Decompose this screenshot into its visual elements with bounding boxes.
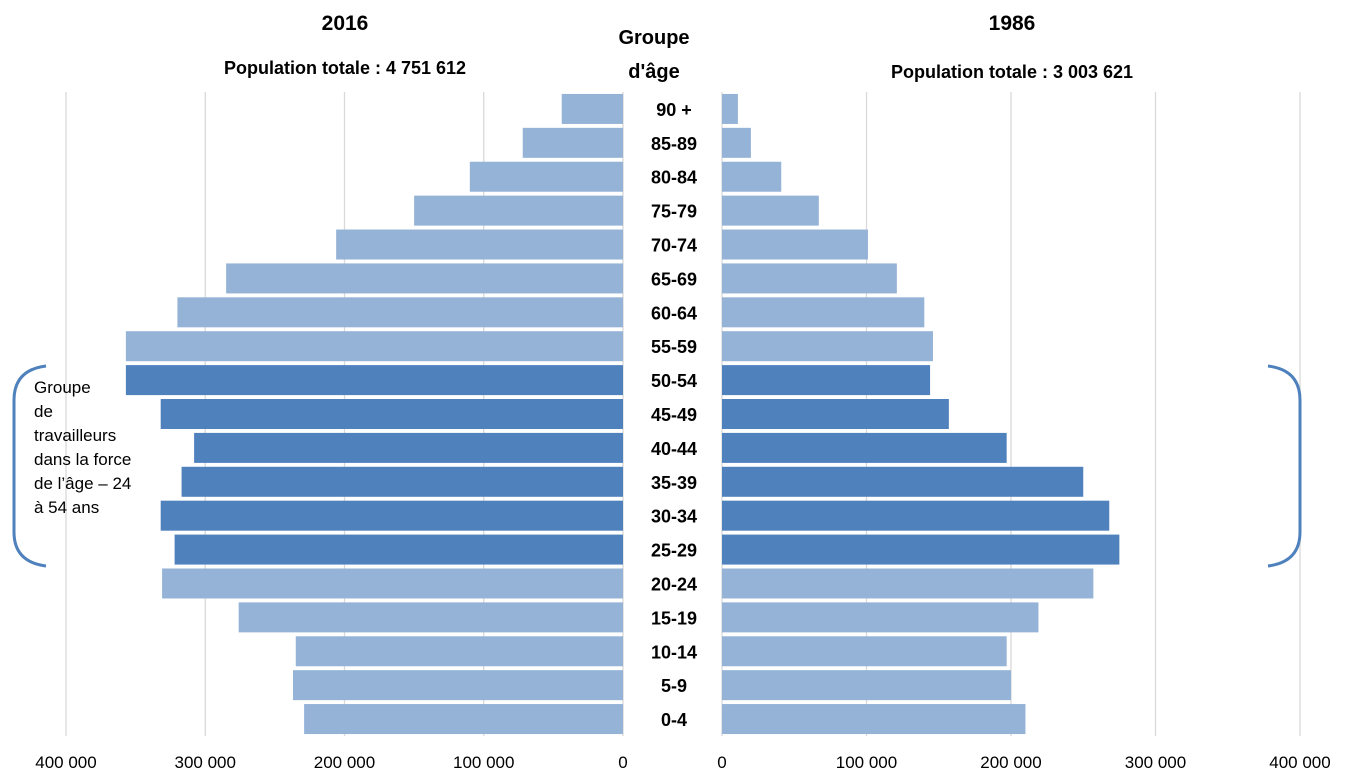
right-bar-30-34	[722, 500, 1110, 531]
right-bar-35-39	[722, 466, 1084, 497]
left-bar-85-89	[522, 127, 623, 158]
left-bar-70-74	[336, 229, 623, 260]
age-group-label: 90 +	[656, 100, 692, 120]
age-group-label: 60-64	[651, 303, 697, 323]
right-bar-75-79	[722, 195, 819, 226]
right-bar-0-4	[722, 704, 1026, 735]
left-bracket	[12, 364, 47, 568]
left-x-tick-label: 0	[618, 753, 627, 772]
annotation-line: à 54 ans	[34, 498, 100, 517]
age-group-label: 10-14	[651, 642, 697, 662]
age-group-label: 75-79	[651, 202, 697, 222]
age-group-label: 30-34	[651, 507, 697, 527]
annotation-line: travailleurs	[34, 426, 117, 445]
left-bar-15-19	[238, 602, 624, 633]
working-age-annotation: Groupe de travailleurs dans la force de …	[34, 376, 174, 520]
left-bar-20-24	[162, 568, 623, 599]
age-group-label: 65-69	[651, 269, 697, 289]
right-bar-20-24	[722, 568, 1094, 599]
left-bar-90	[561, 93, 623, 124]
left-bar-0-4	[304, 704, 623, 735]
right-x-tick-label: 400 000	[1269, 753, 1330, 772]
left-bar-75-79	[414, 195, 623, 226]
right-x-tick-label: 200 000	[980, 753, 1041, 772]
left-bar-80-84	[469, 161, 623, 192]
age-group-label: 20-24	[651, 574, 697, 594]
right-bar-65-69	[722, 263, 897, 294]
age-group-label: 5-9	[661, 676, 687, 696]
left-bar-65-69	[226, 263, 623, 294]
right-bar-80-84	[722, 161, 782, 192]
right-bar-85-89	[722, 127, 751, 158]
left-bar-5-9	[292, 670, 623, 701]
right-chart-title: 1986	[989, 12, 1036, 35]
age-group-label: 35-39	[651, 473, 697, 493]
age-group-label: 15-19	[651, 608, 697, 628]
right-bar-40-44	[722, 432, 1007, 463]
right-x-tick-label: 100 000	[836, 753, 897, 772]
age-group-label: 85-89	[651, 134, 697, 154]
age-group-label: 55-59	[651, 337, 697, 357]
right-bar-50-54	[722, 365, 931, 396]
right-bar-25-29	[722, 534, 1120, 565]
age-group-title-line2: d'âge	[628, 61, 679, 83]
left-bar-45-49	[160, 399, 623, 429]
age-group-label: 40-44	[651, 439, 697, 459]
age-group-label: 25-29	[651, 541, 697, 561]
right-bar-5-9	[722, 670, 1011, 701]
left-chart-subtitle: Population totale : 4 751 612	[224, 58, 466, 78]
age-group-label: 70-74	[651, 236, 697, 256]
age-group-label: 45-49	[651, 405, 697, 425]
annotation-line: de l’âge – 24	[34, 474, 132, 493]
left-x-tick-label: 200 000	[314, 753, 375, 772]
labels: 400 000 300 000 200 000 100 000 0 0 100 000 200…	[35, 100, 1330, 772]
left-bar-55-59	[125, 331, 623, 362]
left-bar-40-44	[194, 432, 624, 463]
right-bar-45-49	[722, 399, 949, 429]
left-bar-35-39	[181, 466, 623, 497]
bars	[125, 93, 1120, 735]
right-bar-15-19	[722, 602, 1039, 633]
right-bar-55-59	[722, 331, 933, 362]
left-bar-25-29	[174, 534, 624, 565]
right-chart-subtitle: Population totale : 3 003 621	[891, 62, 1133, 82]
right-bar-10-14	[722, 636, 1007, 667]
left-bar-50-54	[125, 365, 623, 396]
right-bar-70-74	[722, 229, 868, 260]
right-x-tick-label: 300 000	[1125, 753, 1186, 772]
left-bar-30-34	[160, 500, 623, 531]
left-x-tick-label: 400 000	[35, 753, 96, 772]
age-group-label: 0-4	[661, 710, 687, 730]
right-bar-60-64	[722, 297, 925, 328]
left-chart-title: 2016	[322, 12, 369, 35]
right-bracket	[1267, 364, 1302, 568]
right-x-tick-label: 0	[717, 753, 726, 772]
age-group-title-line1: Groupe	[618, 27, 689, 49]
annotation-line: dans la force	[34, 450, 132, 469]
annotation-line: de	[34, 402, 53, 421]
age-group-label: 80-84	[651, 168, 697, 188]
left-bar-10-14	[295, 636, 623, 667]
right-bar-90	[722, 93, 738, 124]
left-bar-60-64	[177, 297, 623, 328]
left-x-tick-label: 100 000	[453, 753, 514, 772]
left-x-tick-label: 300 000	[175, 753, 236, 772]
age-group-label: 50-54	[651, 371, 697, 391]
annotation-line: Groupe	[34, 378, 91, 397]
